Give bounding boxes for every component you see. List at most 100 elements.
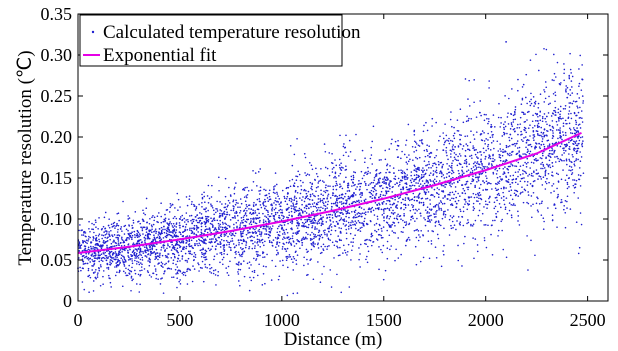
scatter-point (367, 166, 369, 169)
scatter-point (105, 255, 108, 257)
scatter-point (213, 213, 215, 216)
scatter-point (434, 225, 437, 227)
scatter-point (263, 225, 265, 228)
scatter-point (277, 251, 279, 254)
scatter-point (461, 170, 464, 173)
scatter-point (234, 215, 236, 217)
scatter-point (547, 164, 549, 167)
scatter-point (255, 259, 257, 261)
scatter-point (345, 220, 348, 222)
scatter-point (358, 212, 361, 215)
scatter-point (149, 248, 151, 251)
scatter-point (484, 155, 487, 158)
scatter-point (134, 248, 137, 250)
scatter-point (394, 178, 397, 181)
scatter-point (242, 216, 245, 218)
scatter-point (172, 226, 174, 229)
scatter-point (512, 118, 515, 121)
scatter-point (201, 253, 204, 256)
scatter-point (468, 163, 471, 165)
scatter-point (246, 193, 249, 196)
scatter-point (525, 96, 527, 99)
scatter-point (426, 220, 429, 223)
scatter-point (102, 239, 105, 242)
scatter-point (276, 191, 278, 194)
scatter-point (475, 200, 478, 202)
scatter-point (317, 201, 319, 204)
scatter-point (546, 130, 549, 132)
scatter-point (194, 209, 197, 211)
scatter-point (290, 197, 292, 200)
scatter-point (418, 234, 420, 236)
scatter-point (245, 204, 248, 206)
scatter-point (360, 182, 363, 185)
scatter-point (269, 226, 271, 228)
scatter-point (94, 255, 97, 257)
scatter-point (523, 177, 525, 179)
scatter-point (374, 229, 376, 232)
scatter-point (564, 105, 567, 107)
scatter-point (487, 224, 489, 227)
scatter-point (370, 189, 373, 192)
scatter-point (293, 196, 296, 199)
scatter-point (507, 169, 510, 171)
scatter-point (203, 254, 205, 256)
scatter-point (293, 182, 296, 185)
scatter-point (448, 137, 450, 140)
scatter-point (577, 158, 579, 161)
scatter-point (162, 244, 164, 247)
scatter-point (92, 236, 95, 238)
scatter-point (452, 227, 454, 229)
scatter-point (206, 215, 209, 218)
scatter-point (224, 228, 227, 231)
scatter-point (93, 223, 95, 226)
scatter-point (518, 168, 521, 171)
scatter-point (461, 192, 464, 194)
scatter-point (553, 72, 556, 75)
scatter-point (80, 244, 83, 246)
scatter-point (396, 195, 399, 198)
scatter-point (204, 252, 207, 254)
scatter-point (483, 181, 486, 184)
scatter-point (191, 280, 194, 283)
scatter-point (454, 190, 457, 193)
scatter-point (152, 223, 155, 226)
scatter-point (468, 105, 471, 107)
scatter-point (253, 247, 256, 250)
scatter-point (260, 231, 263, 233)
scatter-point (339, 166, 341, 169)
scatter-point (202, 280, 205, 283)
scatter-point (99, 254, 101, 257)
scatter-point (223, 252, 225, 255)
scatter-point (311, 168, 314, 171)
scatter-point (383, 176, 386, 178)
scatter-point (259, 168, 262, 170)
scatter-point (372, 125, 375, 128)
scatter-point (430, 240, 433, 242)
scatter-point (263, 188, 265, 191)
scatter-point (139, 273, 142, 276)
scatter-point (186, 228, 189, 231)
scatter-point (395, 206, 397, 209)
scatter-point (218, 176, 220, 179)
scatter-point (333, 211, 335, 214)
scatter-point (155, 230, 158, 233)
scatter-point (514, 145, 517, 147)
scatter-point (296, 254, 299, 256)
scatter-point (212, 225, 214, 228)
scatter-point (373, 176, 376, 179)
scatter-point (136, 233, 138, 235)
scatter-point (233, 188, 236, 190)
scatter-point (265, 216, 268, 218)
scatter-point (386, 207, 389, 210)
scatter-point (139, 274, 141, 277)
scatter-point (527, 202, 530, 205)
scatter-point (394, 232, 397, 234)
scatter-point (332, 188, 335, 191)
scatter-point (386, 179, 389, 181)
scatter-point (315, 190, 317, 193)
scatter-point (397, 257, 400, 259)
scatter-point (373, 214, 376, 216)
scatter-point (259, 193, 261, 195)
scatter-point (310, 164, 313, 167)
